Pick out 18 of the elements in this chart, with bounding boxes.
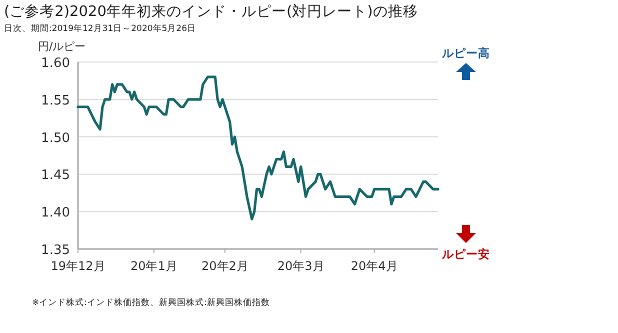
chart-title: (ご参考2)2020年年初来のインド・ルピー(対円レート)の推移	[4, 3, 418, 20]
y-axis-title: 円/ルピー	[38, 40, 86, 53]
y-tick-label: 1.60	[41, 56, 70, 71]
x-tick-label: 20年2月	[201, 259, 248, 273]
y-tick-label: 1.40	[41, 206, 70, 221]
text: ※インド株式:インド株価指数、新興国株式:新興国株価指数	[32, 297, 270, 308]
y-tick-label: 1.45	[41, 168, 70, 184]
y-tick-label: 1.50	[41, 130, 70, 146]
chart-subtitle: 日次、期間:2019年12月31日～2020年5月26日	[4, 23, 196, 34]
text: ルピー安	[441, 247, 490, 261]
x-tick-label: 20年1月	[130, 259, 178, 273]
line-series	[76, 76, 440, 220]
x-tick-label: 20年4月	[350, 259, 398, 273]
text: ルピー高	[441, 46, 490, 60]
x-tick-label: 20年3月	[277, 259, 324, 273]
y-tick-label: 1.55	[41, 93, 70, 108]
x-tick-label: 19年12月	[50, 259, 106, 273]
y-tick-label: 1.35	[41, 243, 70, 258]
